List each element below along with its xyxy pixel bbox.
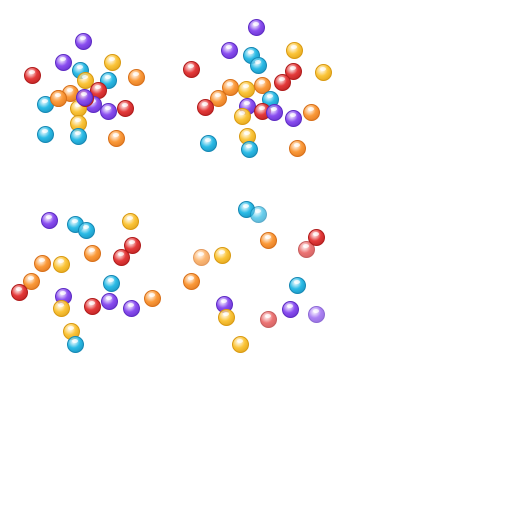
yellow-ball[interactable] <box>52 255 70 273</box>
purple-ball[interactable] <box>75 88 93 106</box>
orange-ball[interactable] <box>288 139 306 157</box>
orange-ball[interactable] <box>33 254 51 272</box>
yellow-ball[interactable] <box>217 308 235 326</box>
red-ball[interactable] <box>123 236 141 254</box>
red-ball[interactable] <box>196 98 214 116</box>
yellow-ball[interactable] <box>237 80 255 98</box>
orange-ball[interactable] <box>259 231 277 249</box>
orange-ball[interactable] <box>127 68 145 86</box>
yellow-ball[interactable] <box>103 53 121 71</box>
orange-ball[interactable] <box>192 248 210 266</box>
yellow-ball[interactable] <box>52 299 70 317</box>
yellow-ball[interactable] <box>233 107 251 125</box>
yellow-ball[interactable] <box>231 335 249 353</box>
red-ball[interactable] <box>10 283 28 301</box>
blue-ball[interactable] <box>249 205 267 223</box>
purple-ball[interactable] <box>122 299 140 317</box>
red-ball[interactable] <box>116 99 134 117</box>
yellow-ball[interactable] <box>314 63 332 81</box>
red-ball[interactable] <box>259 310 277 328</box>
purple-ball[interactable] <box>284 109 302 127</box>
blue-ball[interactable] <box>199 134 217 152</box>
blue-ball[interactable] <box>36 125 54 143</box>
red-ball[interactable] <box>83 297 101 315</box>
blue-ball[interactable] <box>288 276 306 294</box>
blue-ball[interactable] <box>66 335 84 353</box>
blue-ball[interactable] <box>69 127 87 145</box>
purple-ball[interactable] <box>281 300 299 318</box>
orange-ball[interactable] <box>143 289 161 307</box>
purple-ball[interactable] <box>220 41 238 59</box>
yellow-ball[interactable] <box>285 41 303 59</box>
purple-ball[interactable] <box>99 102 117 120</box>
yellow-ball[interactable] <box>76 71 94 89</box>
red-ball[interactable] <box>89 81 107 99</box>
red-ball[interactable] <box>112 248 130 266</box>
yellow-ball[interactable] <box>213 246 231 264</box>
purple-ball[interactable] <box>54 53 72 71</box>
orange-ball[interactable] <box>22 272 40 290</box>
red-ball[interactable] <box>182 60 200 78</box>
purple-ball[interactable] <box>247 18 265 36</box>
red-ball[interactable] <box>273 73 291 91</box>
purple-ball[interactable] <box>74 32 92 50</box>
red-ball[interactable] <box>23 66 41 84</box>
orange-ball[interactable] <box>302 103 320 121</box>
red-ball[interactable] <box>297 240 315 258</box>
orange-ball[interactable] <box>253 76 271 94</box>
purple-ball[interactable] <box>40 211 58 229</box>
blue-ball[interactable] <box>249 56 267 74</box>
orange-ball[interactable] <box>49 89 67 107</box>
blue-ball[interactable] <box>240 140 258 158</box>
red-ball[interactable] <box>284 62 302 80</box>
orange-ball[interactable] <box>182 272 200 290</box>
purple-ball[interactable] <box>265 103 283 121</box>
red-ball[interactable] <box>307 228 325 246</box>
yellow-ball[interactable] <box>121 212 139 230</box>
orange-ball[interactable] <box>83 244 101 262</box>
orange-ball[interactable] <box>107 129 125 147</box>
blue-ball[interactable] <box>77 221 95 239</box>
blue-ball[interactable] <box>102 274 120 292</box>
purple-ball[interactable] <box>307 305 325 323</box>
orange-ball[interactable] <box>209 89 227 107</box>
purple-ball[interactable] <box>100 292 118 310</box>
